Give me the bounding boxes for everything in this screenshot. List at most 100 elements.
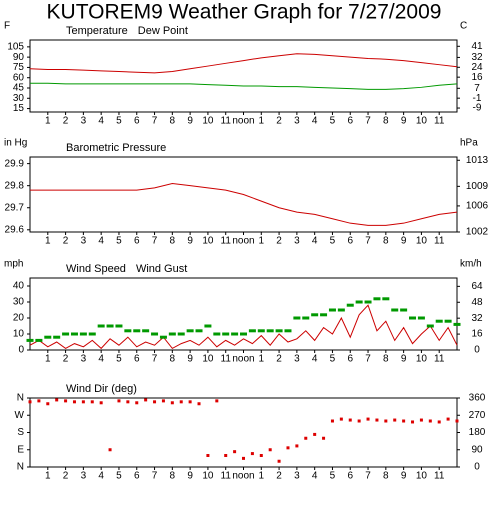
page-title: KUTOREM9 Weather Graph for 7/27/2009 xyxy=(47,1,442,24)
x-tick-label: 4 xyxy=(98,236,104,247)
dir-point xyxy=(259,454,263,457)
x-tick-label: 7 xyxy=(152,116,158,127)
dir-point xyxy=(55,398,59,402)
dir-point xyxy=(108,448,112,452)
dir-point xyxy=(437,420,441,424)
y2-tick-label: 48 xyxy=(471,297,483,308)
x-tick-label: 11 xyxy=(434,354,445,365)
dir-point xyxy=(402,419,406,423)
x-tick-label: 6 xyxy=(134,116,140,127)
x-tick-label: 5 xyxy=(116,236,122,247)
y-tick-label: 15 xyxy=(13,103,25,114)
x-tick-label: 2 xyxy=(63,354,69,365)
x-tick-label: 6 xyxy=(347,354,353,365)
y2-tick-label: -9 xyxy=(473,103,482,114)
x-tick-label: 8 xyxy=(170,116,176,127)
x-tick-label: 4 xyxy=(312,471,318,482)
x-tick-label: 3 xyxy=(81,236,87,247)
x-tick-label: 9 xyxy=(401,236,407,247)
x-tick-label: 5 xyxy=(330,116,336,127)
dir-point xyxy=(411,420,415,424)
dir-point xyxy=(153,400,157,404)
x-tick-label: 7 xyxy=(365,354,371,365)
y2-tick-label: 0 xyxy=(474,345,480,356)
dir-point xyxy=(117,399,121,403)
x-tick-label: 10 xyxy=(202,471,214,482)
y-tick-label: 105 xyxy=(7,41,24,52)
y2-tick-label: 90 xyxy=(471,444,483,455)
x-tick-label: 7 xyxy=(365,471,371,482)
dir-point xyxy=(46,402,50,406)
y2-tick-label: 64 xyxy=(471,281,483,292)
x-tick-label: 5 xyxy=(116,471,122,482)
x-tick-label: 9 xyxy=(401,471,407,482)
dir-point xyxy=(268,448,272,452)
x-tick-label: 11 xyxy=(221,471,232,482)
legend-entry: Barometric Pressure xyxy=(66,142,166,154)
x-tick-label: 6 xyxy=(347,116,353,127)
dir-point xyxy=(206,454,210,457)
y2-tick-label: 1002 xyxy=(466,227,489,238)
x-tick-label: 3 xyxy=(81,354,87,365)
x-tick-label: 10 xyxy=(202,236,214,247)
x-tick-label: noon xyxy=(232,471,254,482)
y-tick-label: E xyxy=(17,444,24,455)
x-tick-label: 6 xyxy=(134,354,140,365)
y-tick-label: 0 xyxy=(18,345,24,356)
x-tick-label: 11 xyxy=(434,236,445,247)
y-tick-label: 29.8 xyxy=(5,180,25,191)
legend-entry: Wind Gust xyxy=(136,263,187,275)
dir-point xyxy=(135,401,139,405)
dir-point xyxy=(286,446,290,450)
x-tick-label: 11 xyxy=(434,471,445,482)
x-tick-label: 11 xyxy=(221,116,232,127)
x-tick-label: 4 xyxy=(312,236,318,247)
x-tick-label: 7 xyxy=(365,116,371,127)
legend-entry: Wind Dir (deg) xyxy=(66,383,137,395)
x-tick-label: 6 xyxy=(347,471,353,482)
x-tick-label: 5 xyxy=(330,471,336,482)
x-tick-label: 1 xyxy=(45,236,51,247)
series-line xyxy=(30,182,458,226)
y2-tick-label: 360 xyxy=(469,393,486,404)
y2-tick-label: -1 xyxy=(473,93,482,104)
x-tick-label: 1 xyxy=(45,471,51,482)
x-tick-label: 2 xyxy=(63,471,69,482)
y2-axis-unit: C xyxy=(460,21,467,32)
x-tick-label: 1 xyxy=(259,236,265,247)
x-tick-label: 5 xyxy=(330,354,336,365)
dir-point xyxy=(295,444,299,448)
dir-point xyxy=(126,400,130,404)
dir-point xyxy=(64,399,68,403)
plot-area xyxy=(29,39,458,113)
x-tick-label: 7 xyxy=(152,236,158,247)
x-tick-label: 3 xyxy=(81,471,87,482)
plot-area xyxy=(29,397,458,468)
x-tick-label: 4 xyxy=(98,116,104,127)
x-tick-label: 1 xyxy=(45,116,51,127)
dir-point xyxy=(375,418,379,422)
x-tick-label: 9 xyxy=(187,354,193,365)
dir-point xyxy=(144,398,148,402)
x-tick-label: 1 xyxy=(259,471,265,482)
x-tick-label: 9 xyxy=(401,354,407,365)
dir-point xyxy=(313,432,317,436)
y-tick-label: 90 xyxy=(13,52,25,63)
x-tick-label: 3 xyxy=(294,116,300,127)
dir-point xyxy=(215,399,219,403)
y2-tick-label: 1006 xyxy=(466,201,489,212)
dir-point xyxy=(188,400,192,404)
x-tick-label: 6 xyxy=(347,236,353,247)
y-tick-label: 29.6 xyxy=(5,224,25,235)
x-tick-label: 7 xyxy=(365,236,371,247)
dir-point xyxy=(330,419,334,423)
x-tick-label: 7 xyxy=(152,471,158,482)
dir-point xyxy=(428,419,432,423)
y2-tick-label: 41 xyxy=(471,41,483,52)
y-tick-label: W xyxy=(15,410,25,421)
y2-axis-unit: hPa xyxy=(460,138,478,149)
dir-point xyxy=(242,456,245,460)
x-tick-label: 4 xyxy=(98,471,104,482)
dir-point xyxy=(161,399,165,403)
dir-point xyxy=(81,400,85,404)
